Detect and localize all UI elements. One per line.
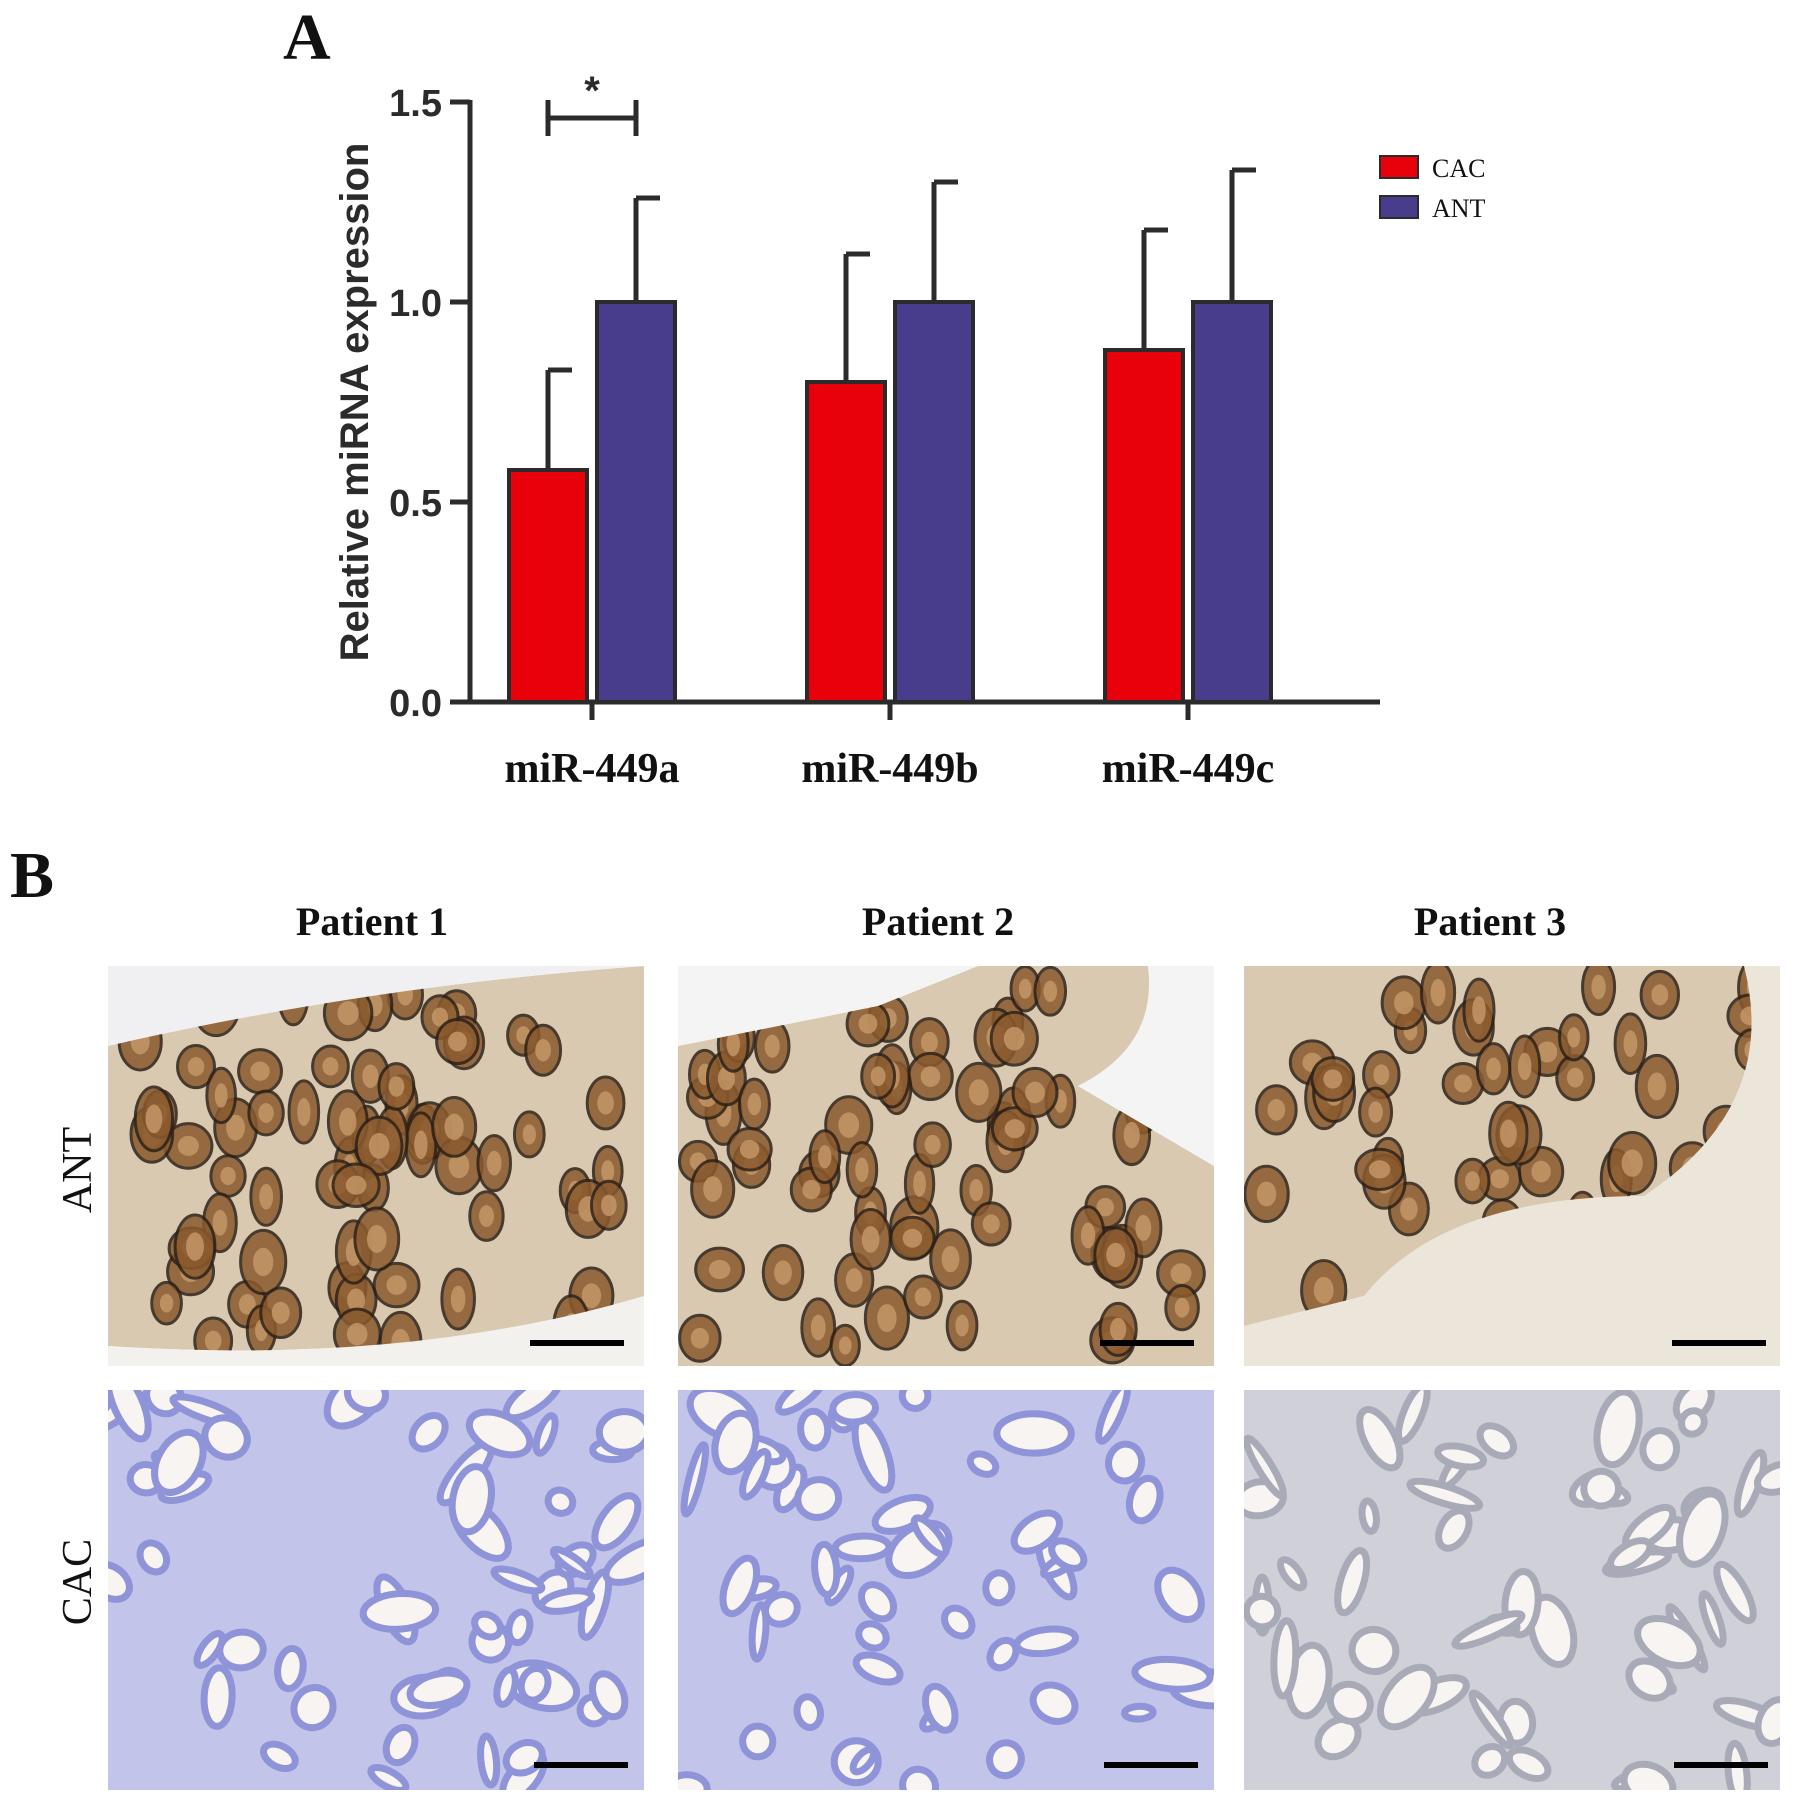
panel-b-label: B xyxy=(10,839,55,912)
legend-label-ant: ANT xyxy=(1432,194,1486,223)
bar-cac-mir-449a xyxy=(507,468,589,704)
y-tick-label: 0.5 xyxy=(389,483,442,525)
bar-ant-mir-449b xyxy=(893,300,975,704)
bar-cac-mir-449c xyxy=(1103,348,1185,704)
micrograph-patient-2-ant xyxy=(678,966,1214,1366)
column-title-patient-1: Patient 1 xyxy=(295,899,449,944)
micrograph-patient-3-ant xyxy=(1244,966,1780,1366)
scale-bar xyxy=(1100,1340,1194,1346)
legend-swatch-ant xyxy=(1379,195,1419,219)
column-title-patient-2: Patient 2 xyxy=(861,899,1015,944)
x-tick-label: miR-449c xyxy=(1102,746,1275,792)
row-label-cac: CAC xyxy=(55,1538,101,1626)
micrograph-image xyxy=(108,1390,644,1790)
y-axis-label: Relative miRNA expression xyxy=(333,143,377,662)
micrograph-patient-3-cac xyxy=(1244,1390,1780,1790)
micrograph-image xyxy=(108,966,644,1366)
scale-bar xyxy=(530,1340,624,1346)
y-tick-label: 1.5 xyxy=(389,83,442,125)
significance-star: * xyxy=(584,69,600,113)
legend-label-cac: CAC xyxy=(1432,154,1485,183)
bar-chart: 0.0 0.5 1.0 1.5 Relative miRNA expression miR… xyxy=(333,69,1486,792)
scale-bar xyxy=(534,1762,628,1768)
micrograph-image xyxy=(678,966,1214,1366)
micrograph-image xyxy=(1244,966,1780,1366)
panel-a-label: A xyxy=(283,1,331,74)
scale-bar xyxy=(1104,1762,1198,1768)
x-tick-label: miR-449b xyxy=(801,746,978,792)
row-label-ant: ANT xyxy=(55,1126,101,1214)
legend-swatch-cac xyxy=(1379,155,1419,179)
micrograph-image xyxy=(1244,1390,1780,1790)
y-tick-label: 1.0 xyxy=(389,283,442,325)
scale-bar xyxy=(1674,1762,1768,1768)
x-tick-label: miR-449a xyxy=(505,746,680,792)
bar-ant-mir-449a xyxy=(595,300,677,704)
bar-ant-mir-449c xyxy=(1191,300,1273,704)
y-tick-label: 0.0 xyxy=(389,683,442,725)
micrograph-patient-1-ant xyxy=(108,966,644,1366)
micrograph-image xyxy=(678,1390,1214,1790)
scale-bar xyxy=(1672,1340,1766,1346)
bar-cac-mir-449b xyxy=(805,380,887,704)
column-title-patient-3: Patient 3 xyxy=(1413,899,1567,944)
micrograph-patient-2-cac xyxy=(678,1390,1214,1790)
micrograph-patient-1-cac xyxy=(108,1390,644,1790)
